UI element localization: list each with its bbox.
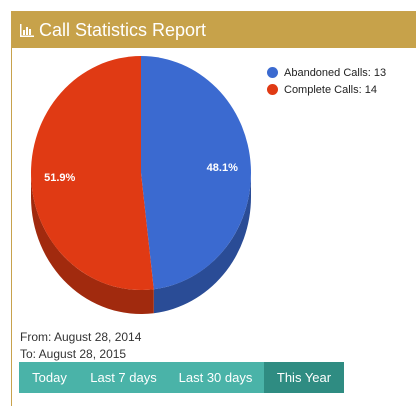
bar-chart-icon	[20, 23, 34, 37]
call-statistics-panel: Call Statistics Report 48.1% 51.9% Abando…	[11, 11, 416, 406]
pie-side-1	[31, 173, 154, 314]
legend-item-abandoned[interactable]: Abandoned Calls: 13	[267, 64, 386, 81]
pie-slice-1[interactable]	[31, 56, 154, 290]
legend-item-complete[interactable]: Complete Calls: 14	[267, 81, 386, 98]
time-filter-tabs: Today Last 7 days Last 30 days This Year	[19, 362, 344, 393]
pie-chart: 48.1% 51.9%	[31, 56, 252, 314]
date-to: To: August 28, 2015	[20, 347, 127, 361]
panel-title: Call Statistics Report	[39, 19, 207, 40]
pie-slice-0[interactable]	[141, 56, 252, 290]
filter-last-30-days-button[interactable]: Last 30 days	[167, 362, 264, 393]
filter-today-button[interactable]: Today	[19, 362, 80, 393]
filter-last-7-days-button[interactable]: Last 7 days	[80, 362, 167, 393]
legend-dot-abandoned	[267, 67, 278, 78]
pie-slice-label-0: 48.1%	[207, 162, 238, 174]
pie-side-0	[153, 173, 251, 314]
panel-header: Call Statistics Report	[12, 12, 416, 48]
legend-dot-complete	[267, 84, 278, 95]
chart-legend: Abandoned Calls: 13 Complete Calls: 14	[267, 64, 386, 98]
date-range: From: August 28, 2014 To: August 28, 201…	[20, 329, 141, 363]
pie-slice-label-1: 51.9%	[44, 172, 75, 184]
filter-this-year-button[interactable]: This Year	[264, 362, 344, 393]
date-from: From: August 28, 2014	[20, 330, 142, 344]
legend-label-abandoned: Abandoned Calls: 13	[284, 66, 387, 79]
legend-label-complete: Complete Calls: 14	[284, 83, 377, 96]
